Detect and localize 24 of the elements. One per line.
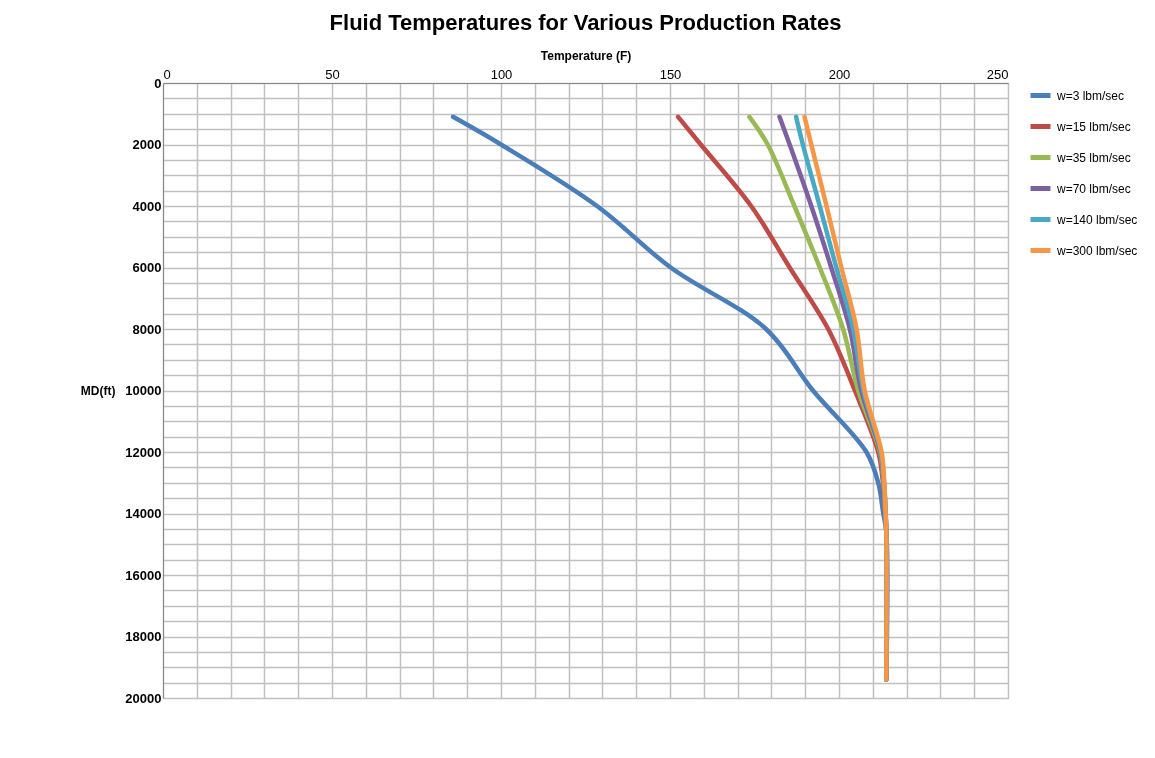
legend-label: w=3 lbm/sec [1056,88,1125,103]
y-axis-title: MD(ft) [80,383,116,398]
y-tick-label: 4000 [132,198,162,214]
legend-label: w=300 lbm/sec [1056,243,1138,258]
y-tick-label: 12000 [125,444,162,460]
x-tick-label: 100 [490,66,513,82]
y-tick-label: 20000 [125,690,162,706]
legend-label: w=70 lbm/sec [1056,181,1131,196]
y-tick-label: 18000 [125,629,162,644]
x-tick-label: 150 [659,66,682,82]
legend-label: w=35 lbm/sec [1056,150,1131,165]
y-tick-label: 6000 [132,260,162,275]
x-axis-title: Temperature (F) [540,48,632,63]
y-tick-label: 10000 [125,383,162,398]
legend-label: w=15 lbm/sec [1056,119,1131,134]
y-tick-label: 2000 [132,137,162,152]
x-tick-label: 200 [828,66,851,82]
legend-label: w=140 lbm/sec [1056,212,1138,227]
x-tick-label: 50 [325,66,340,82]
y-tick-label: 8000 [132,321,162,337]
x-tick-label: 250 [986,66,1009,82]
chart-title: Fluid Temperatures for Various Production Rates [329,10,842,35]
y-tick-label: 16000 [125,567,162,583]
y-tick-label: 14000 [125,506,162,521]
